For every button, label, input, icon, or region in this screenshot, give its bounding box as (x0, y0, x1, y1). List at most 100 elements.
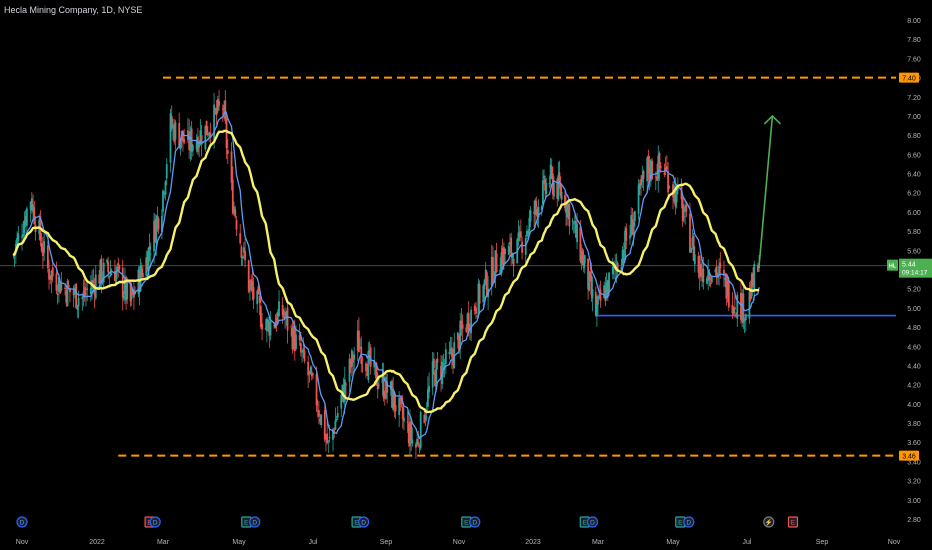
y-tick-label: 6.00 (907, 210, 921, 217)
candle-body (448, 351, 451, 355)
candle-body (685, 204, 688, 211)
candle-body (309, 367, 312, 375)
candle-body (741, 292, 744, 322)
candle-body (640, 179, 642, 186)
dividend-marker-icon[interactable] (683, 516, 695, 528)
earnings-marker-icon[interactable] (787, 516, 799, 528)
candle-body (490, 256, 493, 287)
dividend-marker-icon[interactable] (249, 516, 261, 528)
candle-body (65, 290, 68, 303)
candle-body (116, 267, 119, 271)
candle-body (258, 296, 261, 303)
candle-body (684, 206, 687, 213)
candle-body (312, 373, 314, 375)
candle-body (196, 136, 199, 152)
candle-body (117, 262, 120, 265)
x-tick-label: Nov (453, 539, 466, 546)
candle-body (358, 330, 360, 353)
y-tick-label: 6.20 (907, 191, 921, 198)
split-marker-glyph: ⚡ (765, 519, 773, 527)
candle-body (606, 280, 609, 295)
candle-body (50, 270, 53, 280)
candle-body (393, 392, 396, 409)
candle-body (198, 143, 201, 148)
candle-body (328, 437, 331, 439)
candle-body (753, 264, 756, 292)
x-tick-label: Mar (157, 539, 170, 546)
candle-body (361, 359, 364, 361)
candle-body (23, 220, 26, 234)
candle-body (465, 327, 468, 332)
candle-body (587, 258, 589, 290)
y-tick-label: 4.60 (907, 344, 921, 351)
candle-body (378, 385, 380, 386)
candle-body (291, 327, 294, 350)
last-price-label: 5.44 (902, 262, 916, 269)
dividend-marker-glyph: D (361, 520, 366, 527)
candle-body (310, 371, 313, 377)
dividend-marker-icon[interactable] (469, 516, 481, 528)
candle-body (556, 179, 559, 199)
candle-body (708, 275, 711, 281)
candle-body (690, 248, 693, 253)
y-tick-label: 5.80 (907, 229, 921, 236)
x-tick-label: 2022 (89, 539, 105, 546)
candle-body (83, 287, 86, 297)
dividend-marker-icon[interactable] (586, 516, 599, 528)
candle-body (77, 298, 80, 307)
candle-body (89, 288, 92, 295)
dividend-marker-icon[interactable] (149, 516, 161, 528)
dividend-marker-icon[interactable] (16, 516, 28, 528)
candle-body (510, 237, 513, 257)
candle-body (233, 206, 235, 214)
candle-body (26, 208, 28, 226)
candle-body (492, 257, 494, 285)
candle-body (642, 170, 645, 180)
x-tick-label: Sep (816, 539, 829, 546)
candle-body (240, 246, 243, 259)
candle-body (484, 269, 487, 283)
level-price-tag (899, 72, 919, 83)
candle-body (375, 363, 378, 386)
candle-body (43, 240, 46, 253)
candle-body (343, 379, 346, 403)
candle-body (700, 264, 702, 276)
candle-body (511, 254, 514, 258)
candle-body (155, 218, 158, 244)
x-tick-label: Nov (16, 539, 29, 546)
dividend-marker-glyph: D (686, 520, 691, 527)
fast-ma-line (12, 111, 760, 440)
projection-arrow[interactable] (758, 115, 774, 266)
candle-body (183, 139, 186, 143)
y-tick-label: 7.80 (907, 37, 921, 44)
candle-body (478, 284, 481, 304)
candle-body (526, 230, 528, 237)
projection-arrowhead[interactable] (763, 114, 781, 125)
candle-body (727, 280, 730, 308)
candle-body (40, 243, 43, 252)
candle-body (349, 361, 352, 368)
candle-body (423, 414, 426, 423)
candle-body (415, 444, 417, 448)
candle-body (303, 350, 306, 362)
earnings-marker-glyph: E (464, 520, 469, 527)
split-marker-icon[interactable] (763, 516, 775, 528)
candle-body (667, 171, 669, 193)
candle-body (466, 313, 469, 329)
candle-body (348, 358, 351, 382)
candle-body (154, 222, 157, 242)
candle-body (373, 359, 376, 368)
candle-body (409, 421, 411, 447)
candle-body (622, 253, 625, 256)
dividend-marker-icon[interactable] (358, 516, 370, 528)
candle-body (656, 176, 658, 181)
candle-body (406, 421, 409, 423)
candle-body (241, 256, 244, 258)
candle-body (162, 190, 164, 212)
candle-body (417, 442, 420, 444)
candle-body (76, 305, 79, 310)
candle-body (367, 351, 370, 381)
slow-ma-line (12, 129, 760, 414)
candle-body (470, 309, 473, 334)
